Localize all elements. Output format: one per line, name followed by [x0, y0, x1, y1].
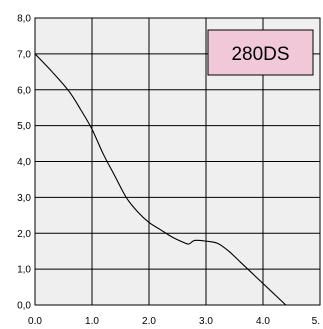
y-tick-label: 4,0 [17, 157, 31, 168]
y-tick-label: 6,0 [17, 85, 31, 96]
x-tick-label: 4.0 [256, 316, 270, 327]
y-tick-label: 5,0 [17, 121, 31, 132]
y-tick-label: 1,0 [17, 265, 31, 276]
x-tick-label: 1.0 [85, 316, 99, 327]
x-tick-label: 3.0 [199, 316, 213, 327]
x-tick-label: 0.0 [28, 316, 42, 327]
y-tick-label: 7,0 [17, 49, 31, 60]
y-tick-label: 3,0 [17, 193, 31, 204]
x-tick-label: 5. [312, 316, 320, 327]
y-axis-ticks: 0,0 1,0 2,0 3,0 4,0 5,0 6,0 7,0 8,0 [17, 14, 31, 312]
legend-label: 280DS [231, 44, 289, 65]
legend-box [207, 29, 314, 76]
legend: 280DS [207, 29, 314, 76]
y-tick-label: 0,0 [17, 301, 31, 312]
y-tick-label: 2,0 [17, 229, 31, 240]
series-line [34, 53, 287, 306]
x-tick-label: 2.0 [142, 316, 156, 327]
x-axis-ticks: 0.0 1.0 2.0 3.0 4.0 5. [28, 316, 320, 327]
y-tick-label: 8,0 [17, 14, 31, 25]
